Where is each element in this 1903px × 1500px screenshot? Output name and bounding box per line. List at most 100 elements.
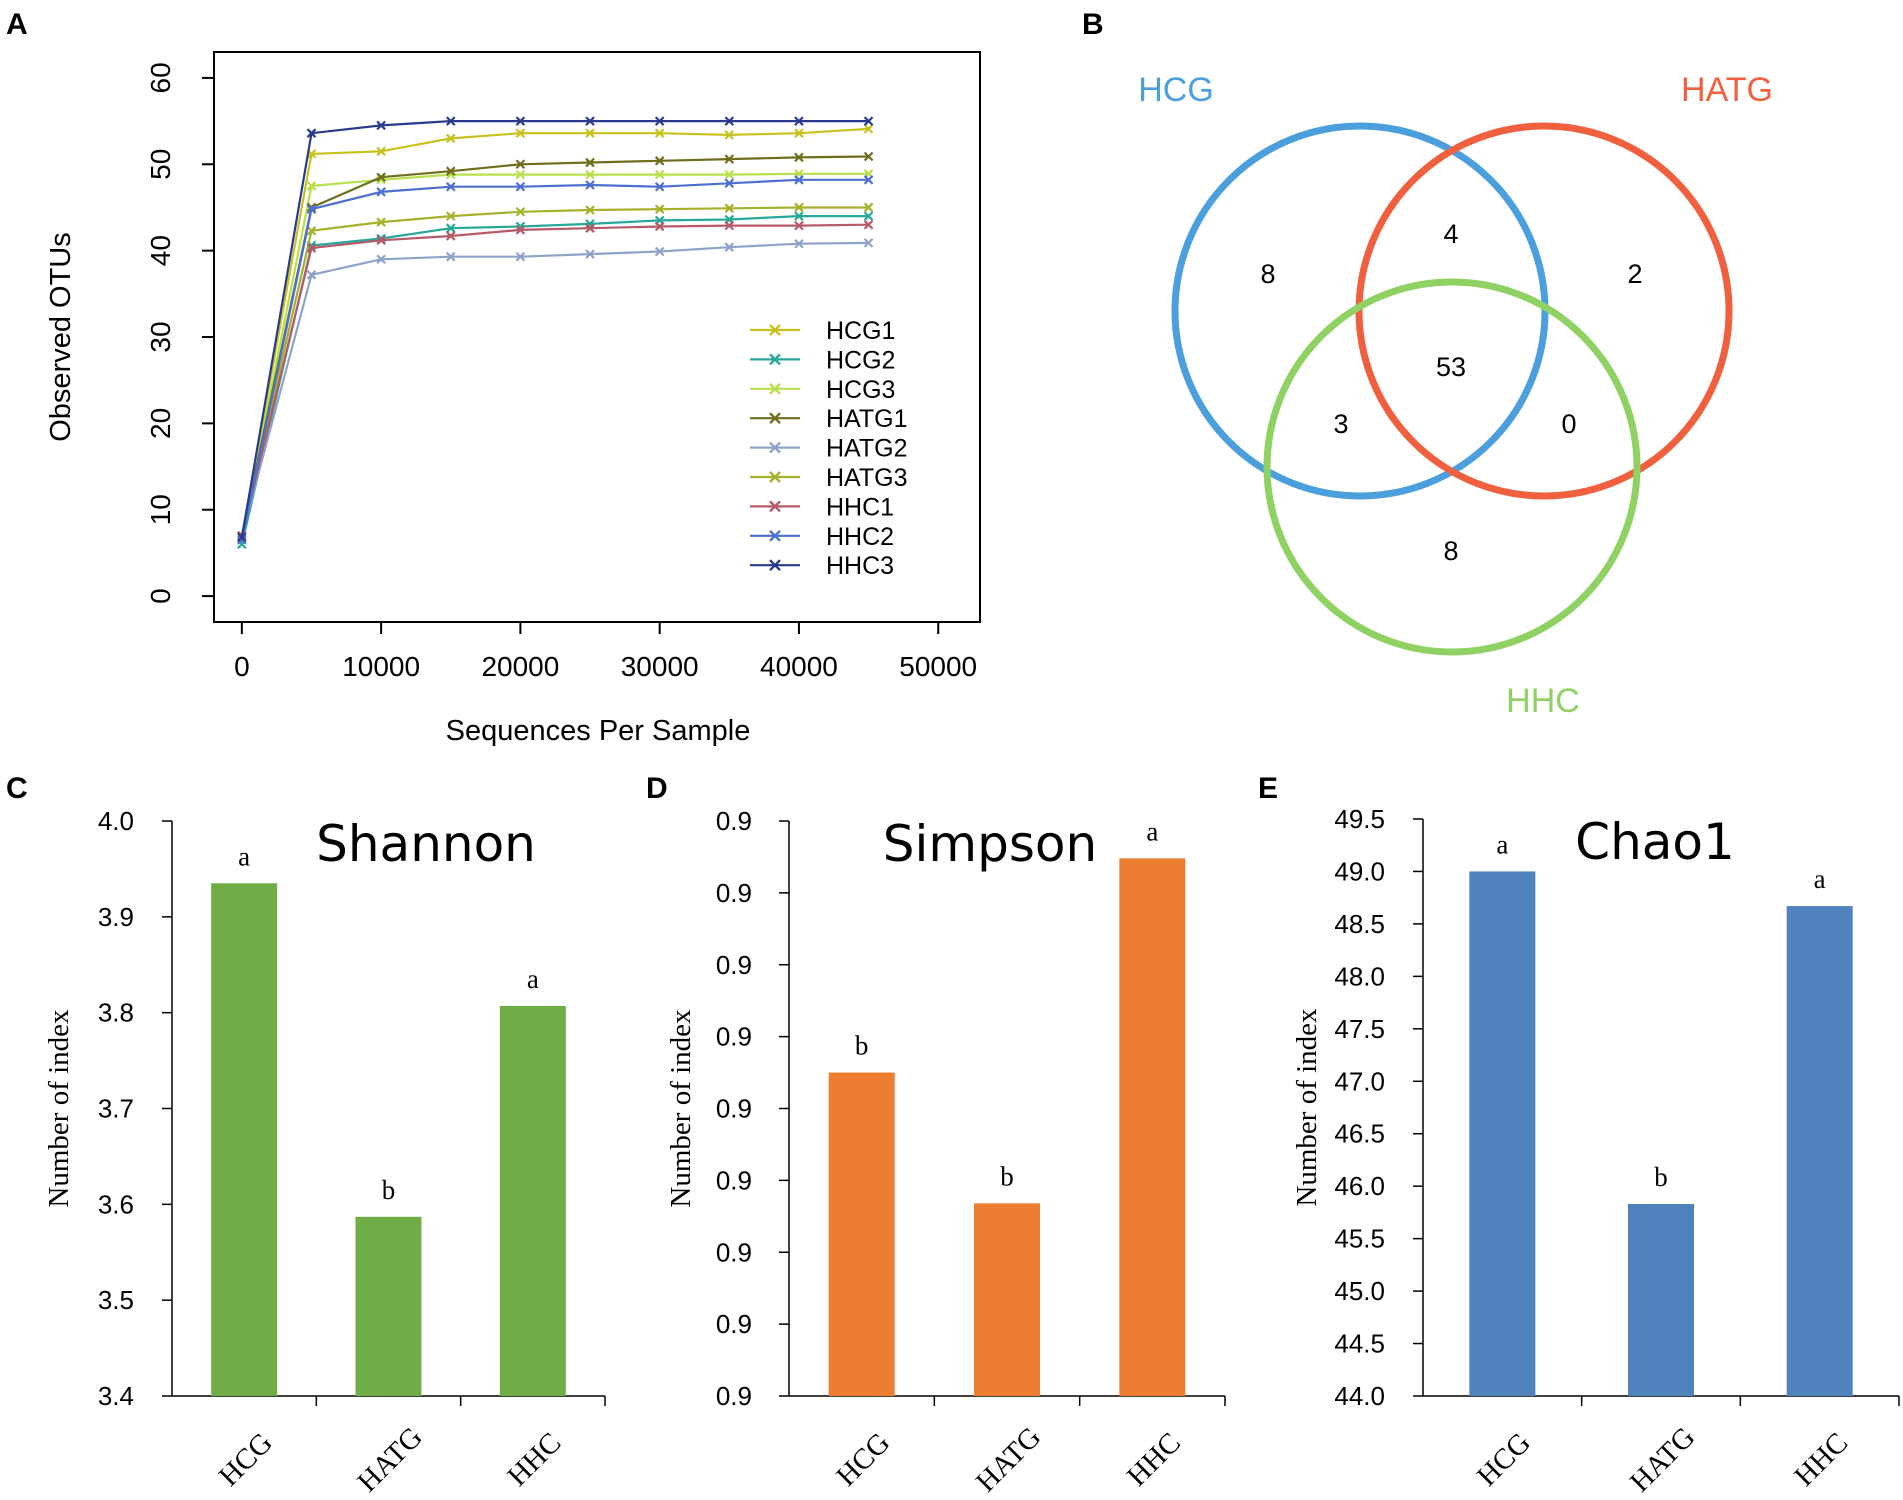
data-point: [585, 205, 595, 215]
bar-hatg: [1628, 1204, 1694, 1396]
y-tick-label: 10: [145, 494, 176, 525]
data-point: [445, 116, 456, 126]
legend-label: HCG3: [826, 376, 895, 404]
data-point: [863, 211, 874, 221]
data-point: [863, 116, 874, 126]
data-point: [515, 181, 526, 192]
y-axis-label: Number of index: [665, 1009, 697, 1208]
venn-region-count: 53: [1436, 352, 1466, 382]
x-tick-label: HHC: [502, 1427, 568, 1493]
data-point: [794, 116, 804, 126]
x-tick-label: 0: [234, 651, 250, 682]
y-tick-label: 49.5: [1334, 804, 1385, 834]
data-point: [515, 225, 526, 235]
y-tick-label: 0.9: [716, 1022, 752, 1052]
chart-title: Simpson: [883, 815, 1097, 873]
legend-label: HCG2: [826, 346, 895, 374]
data-point: [724, 220, 735, 231]
y-tick-label: 0.9: [716, 806, 752, 836]
data-point: [654, 221, 665, 232]
data-point: [654, 246, 665, 257]
series-line-hatg2: [240, 241, 869, 536]
x-tick-label: 10000: [342, 651, 420, 682]
data-point: [654, 156, 665, 166]
chart-title: Chao1: [1575, 813, 1735, 871]
bar-hcg: [828, 1072, 895, 1396]
data-point: [515, 128, 526, 138]
venn-region-count: 3: [1333, 409, 1348, 439]
panel-label-b: B: [1082, 8, 1104, 41]
x-tick-label: HHC: [1121, 1427, 1187, 1493]
series-line-hatg3: [240, 206, 869, 536]
legend-label: HATG3: [826, 464, 908, 492]
bar-significance-label: b: [1654, 1162, 1668, 1192]
x-tick-label: HCG: [1471, 1427, 1537, 1493]
bar-hhc: [499, 1005, 566, 1396]
data-point: [376, 235, 386, 246]
y-tick-label: 0: [145, 588, 176, 604]
venn-region-count: 8: [1260, 259, 1275, 289]
data-point: [515, 169, 526, 180]
data-point: [794, 128, 804, 138]
x-axis-label: Sequences Per Sample: [446, 715, 751, 747]
data-point: [376, 172, 386, 183]
y-tick-label: 47.0: [1334, 1066, 1385, 1096]
bar-significance-label: a: [1814, 864, 1826, 894]
bar-hhc: [1786, 906, 1853, 1396]
y-tick-label: 0.9: [716, 1381, 752, 1411]
bar-significance-label: a: [238, 841, 250, 871]
x-tick-label: 40000: [760, 651, 838, 682]
data-point: [306, 243, 317, 253]
venn-region-count: 0: [1561, 409, 1576, 439]
data-point: [794, 220, 804, 231]
data-point: [306, 181, 317, 191]
y-tick-label: 45.5: [1334, 1224, 1385, 1254]
data-point: [863, 219, 874, 230]
x-tick-label: HCG: [213, 1427, 279, 1493]
legend-label: HHC1: [826, 493, 894, 521]
data-point: [445, 223, 456, 233]
panel-label-d: D: [646, 772, 668, 805]
data-point: [654, 128, 665, 138]
bar-hhc: [1119, 858, 1186, 1396]
y-tick-label: 3.7: [98, 1094, 134, 1124]
series-line-hhc1: [240, 223, 869, 536]
x-tick-label: HATG: [1624, 1421, 1701, 1498]
y-tick-label: 0.9: [716, 1237, 752, 1267]
data-point: [445, 231, 456, 241]
data-point: [445, 166, 456, 176]
data-point: [585, 128, 595, 138]
y-tick-label: 3.4: [98, 1381, 134, 1411]
data-point: [794, 211, 804, 221]
x-tick-label: 30000: [621, 651, 699, 682]
y-tick-label: 50: [145, 149, 176, 180]
data-point: [654, 169, 665, 180]
series-line-hcg3: [240, 172, 869, 536]
venn-set-label-hcg: HCG: [1138, 71, 1214, 109]
bar-hcg: [1469, 871, 1536, 1396]
legend-marker: [769, 324, 781, 336]
data-point: [863, 238, 874, 248]
y-tick-label: 3.9: [98, 902, 134, 932]
data-point: [863, 202, 874, 213]
data-point: [863, 175, 874, 185]
data-point: [724, 178, 735, 189]
legend-marker: [769, 500, 781, 513]
data-point: [585, 116, 595, 126]
data-point: [237, 535, 247, 545]
data-point: [585, 180, 595, 190]
data-point: [794, 202, 804, 213]
bar-significance-label: b: [1000, 1161, 1014, 1191]
venn-set-label-hhc: HHC: [1506, 682, 1580, 720]
series-line-hcg2: [240, 215, 869, 545]
legend-marker: [769, 471, 781, 483]
x-tick-label: HATG: [351, 1421, 428, 1498]
y-tick-label: 3.8: [98, 998, 134, 1028]
x-tick-label: HHC: [1788, 1427, 1854, 1493]
shannon-bar-chart: 3.4 3.5 3.6 3.7 3.8 3.9 4.0 a HCG b HATG a HHC Shanno…: [43, 806, 606, 1498]
data-point: [654, 204, 665, 214]
data-point: [237, 532, 247, 543]
y-tick-label: 30: [145, 321, 176, 352]
y-tick-label: 49.0: [1334, 856, 1385, 886]
bar-significance-label: a: [1146, 816, 1158, 846]
